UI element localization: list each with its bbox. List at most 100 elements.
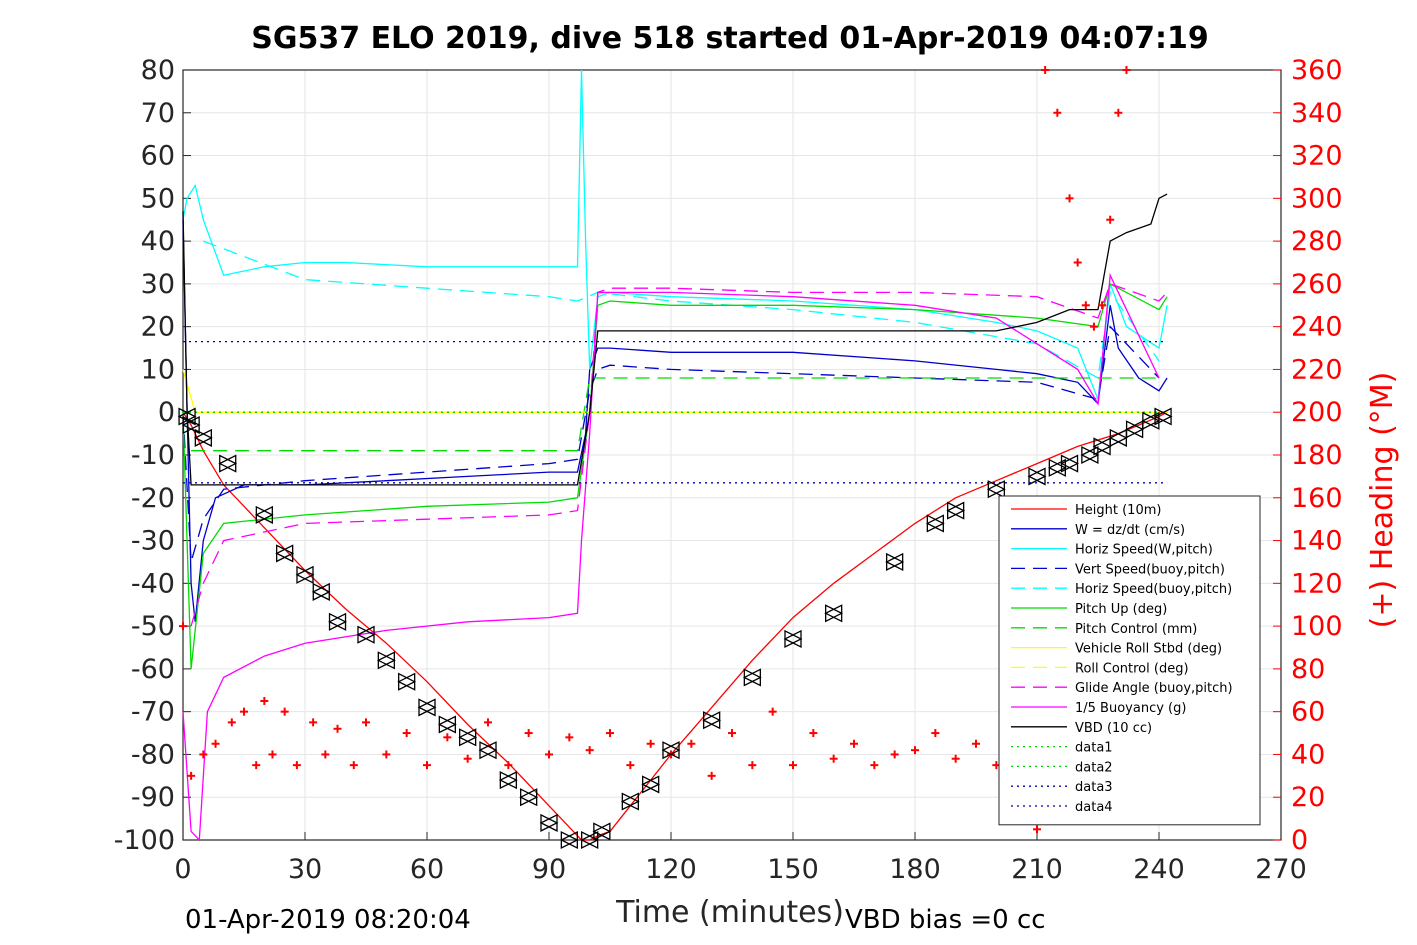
- triangle-marker: [559, 830, 579, 850]
- series-line-glide-angle-buoy-pitch: [190, 283, 1168, 627]
- heading-point: [484, 718, 492, 727]
- heading-point: [463, 754, 472, 763]
- x-tick-label: 210: [1011, 854, 1063, 885]
- x-axis: 0 30 60 90 120 150 180 210 240 270: [174, 832, 1307, 885]
- heading-point: [179, 622, 187, 631]
- y-axis-left: 80 70 60 50 40 30 20 10 0 -10 -20 -30 -40 -50 -60 -70 -8…: [114, 55, 191, 856]
- triangle-marker: [275, 544, 295, 563]
- y-tick-label: -90: [131, 782, 175, 813]
- series-line-pitch-up-deg: [182, 282, 1168, 669]
- marker-layer: [177, 407, 1173, 850]
- x-tick-label: 30: [288, 854, 322, 885]
- series-line-vbd-10-cc: [182, 193, 1168, 486]
- y-right-tick-label: 280: [1291, 226, 1343, 257]
- y-tick-label: -30: [131, 526, 175, 557]
- heading-point: [809, 729, 818, 738]
- triangle-marker: [417, 698, 437, 717]
- y-right-tick-label: 160: [1291, 483, 1343, 514]
- heading-point: [1053, 108, 1062, 117]
- x-tick-label: 90: [532, 854, 566, 885]
- heading-point: [626, 761, 635, 770]
- x-tick-label: 0: [174, 854, 191, 885]
- heading-layer: [179, 66, 1131, 834]
- triangle-marker: [885, 552, 905, 571]
- heading-point: [565, 733, 574, 742]
- y-tick-label: 0: [158, 397, 175, 428]
- y-tick-label: -100: [114, 825, 175, 856]
- y-tick-label: 60: [141, 141, 175, 172]
- heading-point: [951, 754, 960, 763]
- heading-point: [211, 739, 220, 748]
- triangle-marker: [254, 505, 274, 524]
- x-axis-label: Time (minutes): [615, 895, 844, 930]
- triangle-marker: [1047, 458, 1067, 477]
- heading-point: [687, 739, 696, 748]
- triangle-marker: [356, 625, 376, 644]
- y-tick-label: -10: [131, 440, 175, 471]
- heading-point: [292, 761, 301, 770]
- y-axis-right: 3603403203002802602402202001801601401201…: [1273, 55, 1343, 856]
- x-tick-label: 240: [1133, 854, 1185, 885]
- chart-title: SG537 ELO 2019, dive 518 started 01-Apr-…: [251, 21, 1208, 56]
- triangle-marker: [946, 501, 966, 520]
- triangle-marker: [177, 407, 197, 426]
- y-right-tick-label: 100: [1291, 611, 1343, 642]
- legend: Height (10m) W = dz/dt (cm/s) Horiz Speed(…: [998, 495, 1261, 826]
- legend-entry-vert-speed-buoy-pitch: Vert Speed(buoy,pitch): [1075, 562, 1225, 577]
- series-line-vert-speed-buoy-pitch: [182, 325, 1160, 563]
- y-right-tick-label: 320: [1291, 141, 1343, 172]
- x-tick-label: 270: [1255, 854, 1307, 885]
- triangle-marker: [1108, 428, 1128, 447]
- triangle-marker: [437, 715, 457, 734]
- legend-entry-pitch-up-deg: Pitch Up (deg): [1075, 602, 1167, 617]
- heading-point: [606, 729, 614, 738]
- heading-point: [1114, 108, 1123, 117]
- triangle-marker: [592, 822, 612, 841]
- y-right-tick-label: 300: [1291, 183, 1343, 214]
- triangle-marker: [181, 416, 201, 435]
- y-tick-label: -80: [131, 739, 175, 770]
- y-tick-label: -60: [131, 654, 175, 685]
- triangle-marker: [824, 604, 844, 623]
- y-tick-label: 80: [141, 55, 175, 86]
- triangle-marker: [328, 612, 347, 631]
- x-tick-label: 150: [767, 854, 819, 885]
- heading-point: [1122, 66, 1131, 74]
- x-tick-label: 60: [410, 854, 444, 885]
- heading-point: [260, 696, 269, 705]
- heading-point: [504, 761, 513, 770]
- legend-entry-height-10m: Height (10m): [1075, 503, 1161, 518]
- legend-entry-vbd-10-cc: VBD (10 cc): [1075, 721, 1152, 736]
- heading-point: [1041, 66, 1050, 74]
- triangle-marker: [295, 565, 315, 584]
- y-tick-label: -20: [131, 483, 175, 514]
- heading-point: [931, 729, 940, 738]
- triangle-marker: [580, 830, 600, 850]
- legend-entry-w-dz-dt-cm-s: W = dz/dt (cm/s): [1075, 523, 1185, 538]
- heading-point: [423, 761, 431, 770]
- heading-point: [402, 729, 411, 738]
- triangle-marker: [702, 711, 722, 730]
- y-right-tick-label: 180: [1291, 440, 1343, 471]
- triangle-marker: [193, 428, 213, 447]
- y-right-tick-label: 40: [1291, 739, 1325, 770]
- series-line-horiz-speed-buoy-pitch: [203, 240, 1160, 380]
- triangle-marker: [986, 480, 1006, 499]
- y-tick-label: 20: [141, 312, 175, 343]
- heading-point: [972, 739, 980, 748]
- heading-point: [309, 718, 318, 727]
- y-right-tick-label: 80: [1291, 654, 1325, 685]
- series-layer: [182, 69, 1168, 842]
- heading-point: [443, 733, 452, 742]
- heading-point: [199, 750, 208, 759]
- triangle-marker: [1153, 407, 1173, 426]
- triangle-marker: [661, 741, 681, 760]
- y-tick-label: 50: [141, 183, 175, 214]
- heading-point: [349, 761, 358, 770]
- triangle-marker: [478, 741, 498, 760]
- triangle-marker: [783, 629, 803, 648]
- triangle-marker: [620, 792, 640, 811]
- heading-point: [829, 754, 838, 763]
- y-right-tick-label: 360: [1291, 55, 1343, 86]
